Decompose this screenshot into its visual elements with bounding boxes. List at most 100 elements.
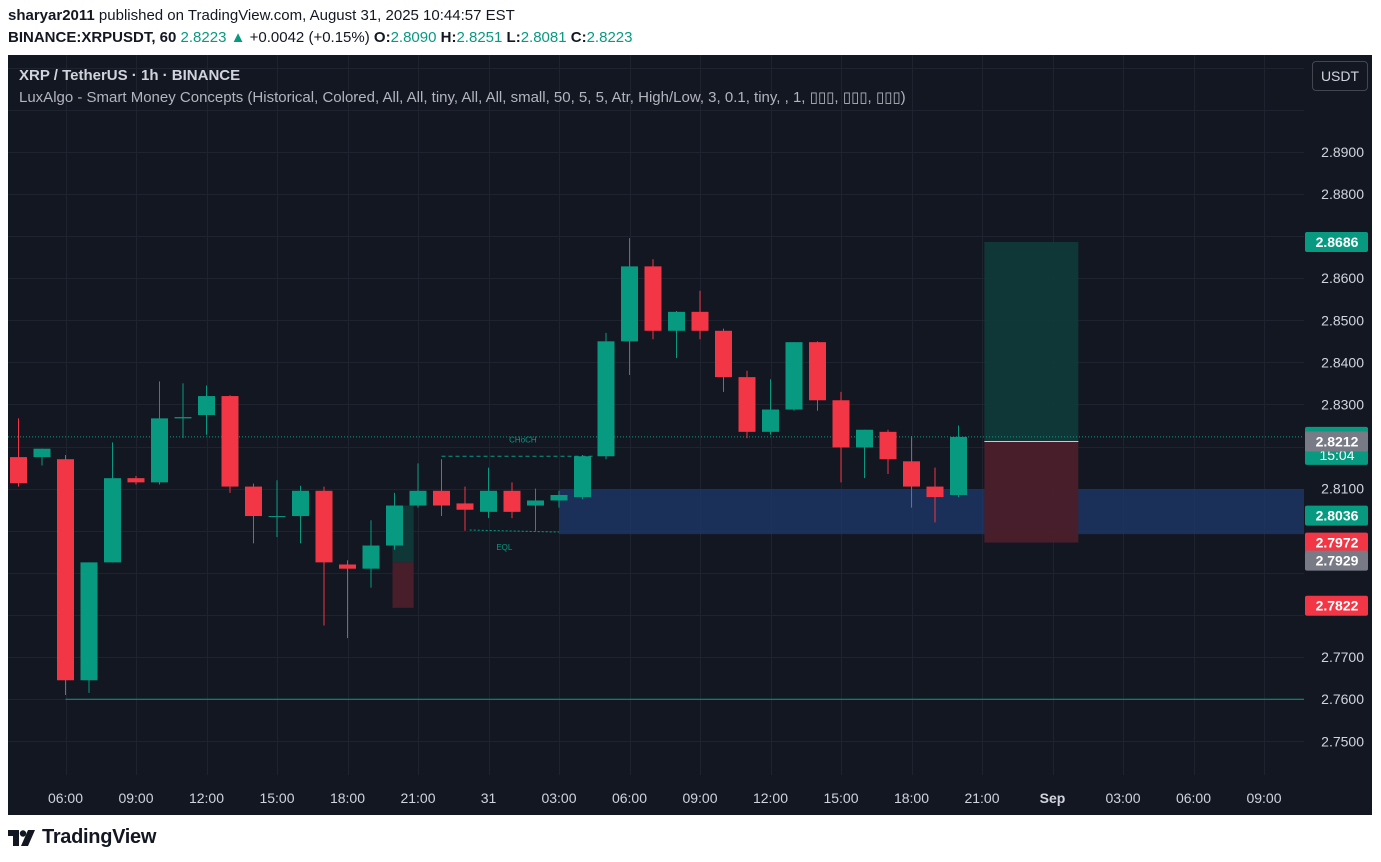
price-tag xyxy=(1305,550,1368,571)
y-tick-label: 2.8900 xyxy=(1321,144,1364,160)
x-tick-label: 21:00 xyxy=(964,790,999,806)
choch-label: CHoCH xyxy=(509,435,537,444)
candle-down xyxy=(245,486,262,517)
candle-up xyxy=(574,456,591,498)
y-tick-label: 2.7700 xyxy=(1321,649,1364,665)
candle-down xyxy=(926,486,944,498)
candle-up xyxy=(621,266,638,342)
position-stop-zone xyxy=(984,441,1079,543)
price-tag xyxy=(1305,431,1368,452)
x-tick-label: 09:00 xyxy=(118,790,153,806)
chart-symbol-title[interactable]: XRP / TetherUS · 1h · BINANCE xyxy=(19,67,241,84)
high-label: H: xyxy=(440,29,457,46)
price-tag-label: 2.8212 xyxy=(1316,434,1359,450)
candle-up xyxy=(950,436,967,495)
candle-down xyxy=(903,461,920,487)
candle-up xyxy=(480,490,497,512)
change-arrow: ▲ xyxy=(230,29,246,46)
x-tick-label: 09:00 xyxy=(682,790,717,806)
x-tick-label: 18:00 xyxy=(330,790,365,806)
candle-up xyxy=(151,418,168,483)
open-label: O: xyxy=(373,29,391,46)
y-tick-label: 2.8300 xyxy=(1321,396,1364,412)
author-name[interactable]: sharyar2011 xyxy=(8,7,95,24)
x-tick-label: 15:00 xyxy=(259,790,294,806)
price-tag-label: 2.7972 xyxy=(1316,535,1359,551)
tradingview-wordmark: TradingView xyxy=(42,826,157,848)
candle-up xyxy=(198,396,215,415)
candle-up xyxy=(527,500,544,506)
indicator-legend[interactable]: LuxAlgo - Smart Money Concepts (Historic… xyxy=(19,89,906,106)
candle-down xyxy=(57,459,74,681)
eql-label: EQL xyxy=(496,543,513,552)
candle-down xyxy=(691,311,709,331)
y-tick-label: 2.7600 xyxy=(1321,691,1364,707)
candle-up xyxy=(785,342,803,410)
tradingview-logo-icon xyxy=(8,829,35,846)
y-tick-label: 2.8400 xyxy=(1321,354,1364,370)
ohlc-header: BINANCE:XRPUSDT, 60 2.8223 ▲ +0.0042 (+0… xyxy=(8,29,632,46)
price-tag-label: 2.7929 xyxy=(1316,553,1359,569)
candle-up xyxy=(597,341,615,457)
candle-down xyxy=(809,342,826,401)
price-tag-label: 2.8686 xyxy=(1316,234,1359,250)
published-text: published on TradingView.com, August 31,… xyxy=(98,7,515,24)
candle-down xyxy=(315,490,333,563)
x-tick-label: 12:00 xyxy=(753,790,788,806)
price-tag xyxy=(1305,595,1368,616)
low-value: 2.8081 xyxy=(520,29,567,46)
y-tick-label: 2.7500 xyxy=(1321,733,1364,749)
currency-button[interactable]: USDT xyxy=(1312,61,1368,91)
candle-up xyxy=(856,429,873,448)
candle-down xyxy=(715,330,732,378)
x-tick-label: 21:00 xyxy=(400,790,435,806)
x-tick-label: 03:00 xyxy=(1105,790,1140,806)
candle-up xyxy=(668,311,685,331)
tradingview-logo[interactable]: TradingView xyxy=(8,826,156,849)
price-tag xyxy=(1305,231,1368,252)
chart-canvas[interactable]: CHoCH EQL 2.8900 2.8800 2.8600 2.8500 2.8400 2.… xyxy=(8,55,1372,815)
x-tick-label: 12:00 xyxy=(189,790,224,806)
candle-down xyxy=(832,400,850,448)
order-block-bear xyxy=(392,562,414,608)
candle-up xyxy=(550,495,568,501)
low-label: L: xyxy=(506,29,521,46)
candle-down xyxy=(339,564,356,569)
x-tick-label: 06:00 xyxy=(48,790,83,806)
candle-up xyxy=(386,505,403,546)
last-price: 2.8223 xyxy=(180,29,227,46)
candle-up xyxy=(174,417,192,419)
x-tick-label: 09:00 xyxy=(1246,790,1281,806)
candle-up xyxy=(104,478,121,563)
publish-info: sharyar2011 published on TradingView.com… xyxy=(8,7,515,24)
candle-down xyxy=(433,490,450,506)
close-value: 2.8223 xyxy=(586,29,633,46)
candle-down xyxy=(456,503,474,510)
x-tick-label: 18:00 xyxy=(894,790,929,806)
y-tick-label: 2.8100 xyxy=(1321,481,1364,497)
candle-down xyxy=(738,377,756,432)
position-target-zone xyxy=(984,241,1079,442)
eql-line xyxy=(469,529,560,533)
x-tick-label: 03:00 xyxy=(541,790,576,806)
candle-up xyxy=(268,516,286,518)
candle-down xyxy=(221,396,239,487)
y-tick-label: 2.8800 xyxy=(1321,186,1364,202)
symbol-label: BINANCE:XRPUSDT, 60 xyxy=(8,29,177,46)
candle-up xyxy=(362,545,380,569)
y-tick-label: 2.8600 xyxy=(1321,270,1364,286)
price-tag xyxy=(1305,505,1368,526)
y-tick-label: 2.8500 xyxy=(1321,312,1364,328)
x-tick-label: 06:00 xyxy=(612,790,647,806)
change-text: +0.0042 (+0.15%) xyxy=(249,29,370,46)
chart-panel[interactable]: CHoCH EQL 2.8900 2.8800 2.8600 2.8500 2.8400 2.… xyxy=(8,55,1372,815)
x-tick-label: 15:00 xyxy=(823,790,858,806)
x-tick-label: Sep xyxy=(1040,790,1066,806)
price-tag-label: 2.8036 xyxy=(1316,508,1359,524)
candle-up xyxy=(80,562,98,681)
candle-up xyxy=(292,490,309,517)
candle-up xyxy=(409,490,427,506)
candle-down xyxy=(644,266,662,331)
candle-up xyxy=(762,409,779,432)
candle-down xyxy=(503,490,521,512)
